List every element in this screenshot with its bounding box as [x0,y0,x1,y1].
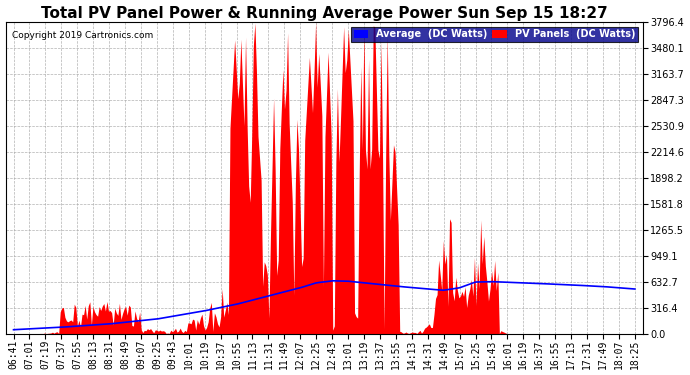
Legend: Average  (DC Watts), PV Panels  (DC Watts): Average (DC Watts), PV Panels (DC Watts) [351,27,638,42]
Title: Total PV Panel Power & Running Average Power Sun Sep 15 18:27: Total PV Panel Power & Running Average P… [41,6,608,21]
Text: Copyright 2019 Cartronics.com: Copyright 2019 Cartronics.com [12,31,153,40]
